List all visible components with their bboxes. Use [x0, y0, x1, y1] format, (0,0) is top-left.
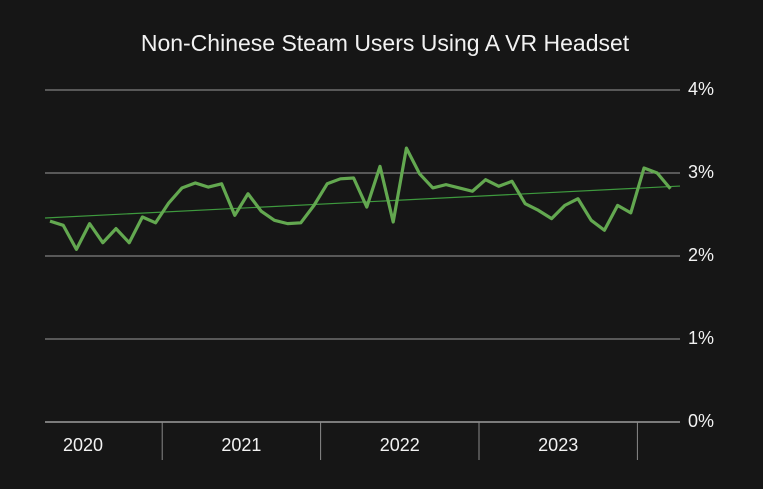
x-group-label: 2023 — [538, 435, 578, 455]
y-tick-label: 3% — [688, 162, 714, 182]
x-group-label: 2022 — [380, 435, 420, 455]
y-tick-label: 2% — [688, 245, 714, 265]
y-tick-label: 0% — [688, 411, 714, 431]
y-tick-label: 1% — [688, 328, 714, 348]
x-group-label: 2020 — [63, 435, 103, 455]
y-tick-label: 4% — [688, 79, 714, 99]
x-group-label: 2021 — [221, 435, 261, 455]
data-line — [49, 146, 672, 251]
chart-title: Non-Chinese Steam Users Using A VR Heads… — [141, 30, 630, 56]
trendline — [44, 185, 681, 219]
